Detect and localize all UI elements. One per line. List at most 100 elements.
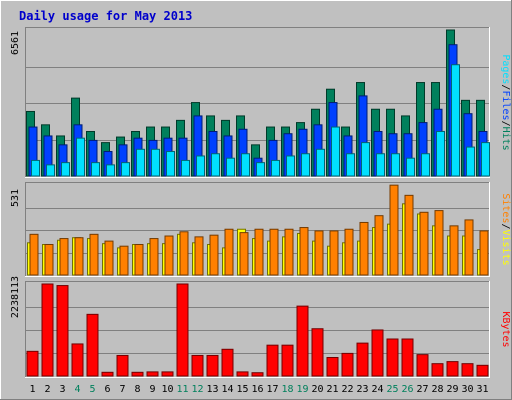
bar-pages-day-11 <box>181 159 190 177</box>
bar-kbytes-day-15 <box>236 371 249 377</box>
max-label-kbytes: 2238113 <box>10 276 21 318</box>
bar-kbytes-day-31 <box>476 364 489 377</box>
bar-sites-day-9 <box>149 238 159 276</box>
bar-sites-day-26 <box>404 194 414 276</box>
bar-pages-day-2 <box>46 164 55 177</box>
bar-pages-day-27 <box>421 153 430 177</box>
bar-pages-day-7 <box>121 162 130 177</box>
bar-sites-day-5 <box>89 233 99 276</box>
bar-sites-day-6 <box>104 240 114 276</box>
bar-sites-day-8 <box>134 243 144 276</box>
x-label-day-15: 15 <box>236 384 248 395</box>
bar-kbytes-day-3 <box>56 285 69 377</box>
bar-pages-day-13 <box>211 153 220 177</box>
bar-sites-day-19 <box>299 227 309 276</box>
bar-sites-day-28 <box>434 210 444 276</box>
x-label-day-27: 27 <box>416 384 428 395</box>
x-label-day-26: 26 <box>401 384 413 395</box>
bar-kbytes-day-7 <box>116 354 129 377</box>
bar-sites-day-10 <box>164 235 174 276</box>
bar-kbytes-day-29 <box>446 361 459 377</box>
bar-sites-day-12 <box>194 236 204 276</box>
bar-sites-day-2 <box>44 243 54 276</box>
x-label-day-11: 11 <box>176 384 188 395</box>
bar-kbytes-day-10 <box>161 371 174 377</box>
bar-pages-day-8 <box>136 148 145 177</box>
bar-sites-day-23 <box>359 221 369 276</box>
bar-kbytes-day-19 <box>296 305 309 377</box>
legend-item-separator: / <box>500 223 511 229</box>
bar-pages-day-4 <box>76 137 85 177</box>
x-label-day-2: 2 <box>44 384 50 395</box>
bar-sites-day-17 <box>269 228 279 276</box>
bar-pages-day-18 <box>286 155 295 177</box>
bar-pages-day-23 <box>361 142 370 177</box>
bar-pages-day-26 <box>406 157 415 177</box>
bar-kbytes-day-28 <box>431 363 444 377</box>
legend-kbytes: KBytes <box>500 311 511 347</box>
x-label-day-31: 31 <box>476 384 488 395</box>
x-label-day-8: 8 <box>134 384 140 395</box>
legend-item-visits: Visits <box>500 230 511 266</box>
x-label-day-28: 28 <box>431 384 443 395</box>
bar-kbytes-day-24 <box>371 329 384 377</box>
bar-kbytes-day-12 <box>191 354 204 377</box>
bar-pages-day-19 <box>301 153 310 177</box>
x-label-day-6: 6 <box>104 384 110 395</box>
bar-pages-day-24 <box>376 153 385 177</box>
bar-pages-day-6 <box>106 164 115 177</box>
x-label-day-23: 23 <box>356 384 368 395</box>
legend-item-separator: / <box>500 84 511 90</box>
legend-item-separator: / <box>500 121 511 127</box>
bar-pages-day-14 <box>226 157 235 177</box>
max-label-sites-visits: 531 <box>10 189 21 207</box>
bar-kbytes-day-9 <box>146 371 159 377</box>
bar-sites-day-18 <box>284 228 294 276</box>
bar-sites-day-4 <box>74 237 84 276</box>
bar-pages-day-1 <box>31 159 40 177</box>
x-label-day-24: 24 <box>371 384 383 395</box>
graph-title: Daily usage for May 2013 <box>19 9 192 23</box>
legend-item-kbytes: KBytes <box>500 311 511 347</box>
max-label-hits-files-pages: 6561 <box>10 31 21 55</box>
bar-sites-day-27 <box>419 211 429 276</box>
x-label-day-22: 22 <box>341 384 353 395</box>
bar-sites-day-31 <box>479 230 489 276</box>
bar-sites-day-1 <box>29 233 39 276</box>
bar-pages-day-9 <box>151 148 160 177</box>
bar-pages-day-20 <box>316 148 325 177</box>
bar-kbytes-day-13 <box>206 354 219 377</box>
panel-kbytes: 2238113 KBytes <box>10 276 511 378</box>
x-label-day-4: 4 <box>74 384 80 395</box>
x-label-day-17: 17 <box>266 384 278 395</box>
legend-item-hits: Hits <box>500 127 511 151</box>
bar-sites-day-16 <box>254 228 264 276</box>
x-label-day-13: 13 <box>206 384 218 395</box>
bar-pages-day-5 <box>91 162 100 177</box>
x-label-day-9: 9 <box>149 384 155 395</box>
bar-sites-day-25 <box>389 184 399 276</box>
legend-item-files: Files <box>500 90 511 120</box>
bar-pages-day-17 <box>271 159 280 177</box>
bar-sites-day-22 <box>344 228 354 276</box>
bar-pages-day-31 <box>481 142 490 177</box>
x-label-day-19: 19 <box>296 384 308 395</box>
bar-sites-day-21 <box>329 230 339 276</box>
legend-hits-files-pages: Pages/Files/Hits <box>500 54 511 150</box>
legend-item-pages: Pages <box>500 54 511 84</box>
bar-pages-day-3 <box>61 162 70 177</box>
bar-sites-day-11 <box>179 231 189 276</box>
bar-kbytes-day-1 <box>26 350 39 377</box>
x-label-day-5: 5 <box>89 384 95 395</box>
x-label-day-12: 12 <box>191 384 203 395</box>
bar-sites-day-3 <box>59 238 69 276</box>
bar-kbytes-day-8 <box>131 371 144 377</box>
bar-sites-day-24 <box>374 215 384 276</box>
x-label-day-16: 16 <box>251 384 263 395</box>
x-label-day-20: 20 <box>311 384 323 395</box>
bar-pages-day-12 <box>196 155 205 177</box>
bar-sites-day-7 <box>119 245 129 276</box>
bar-sites-day-14 <box>224 228 234 276</box>
x-label-day-10: 10 <box>161 384 173 395</box>
